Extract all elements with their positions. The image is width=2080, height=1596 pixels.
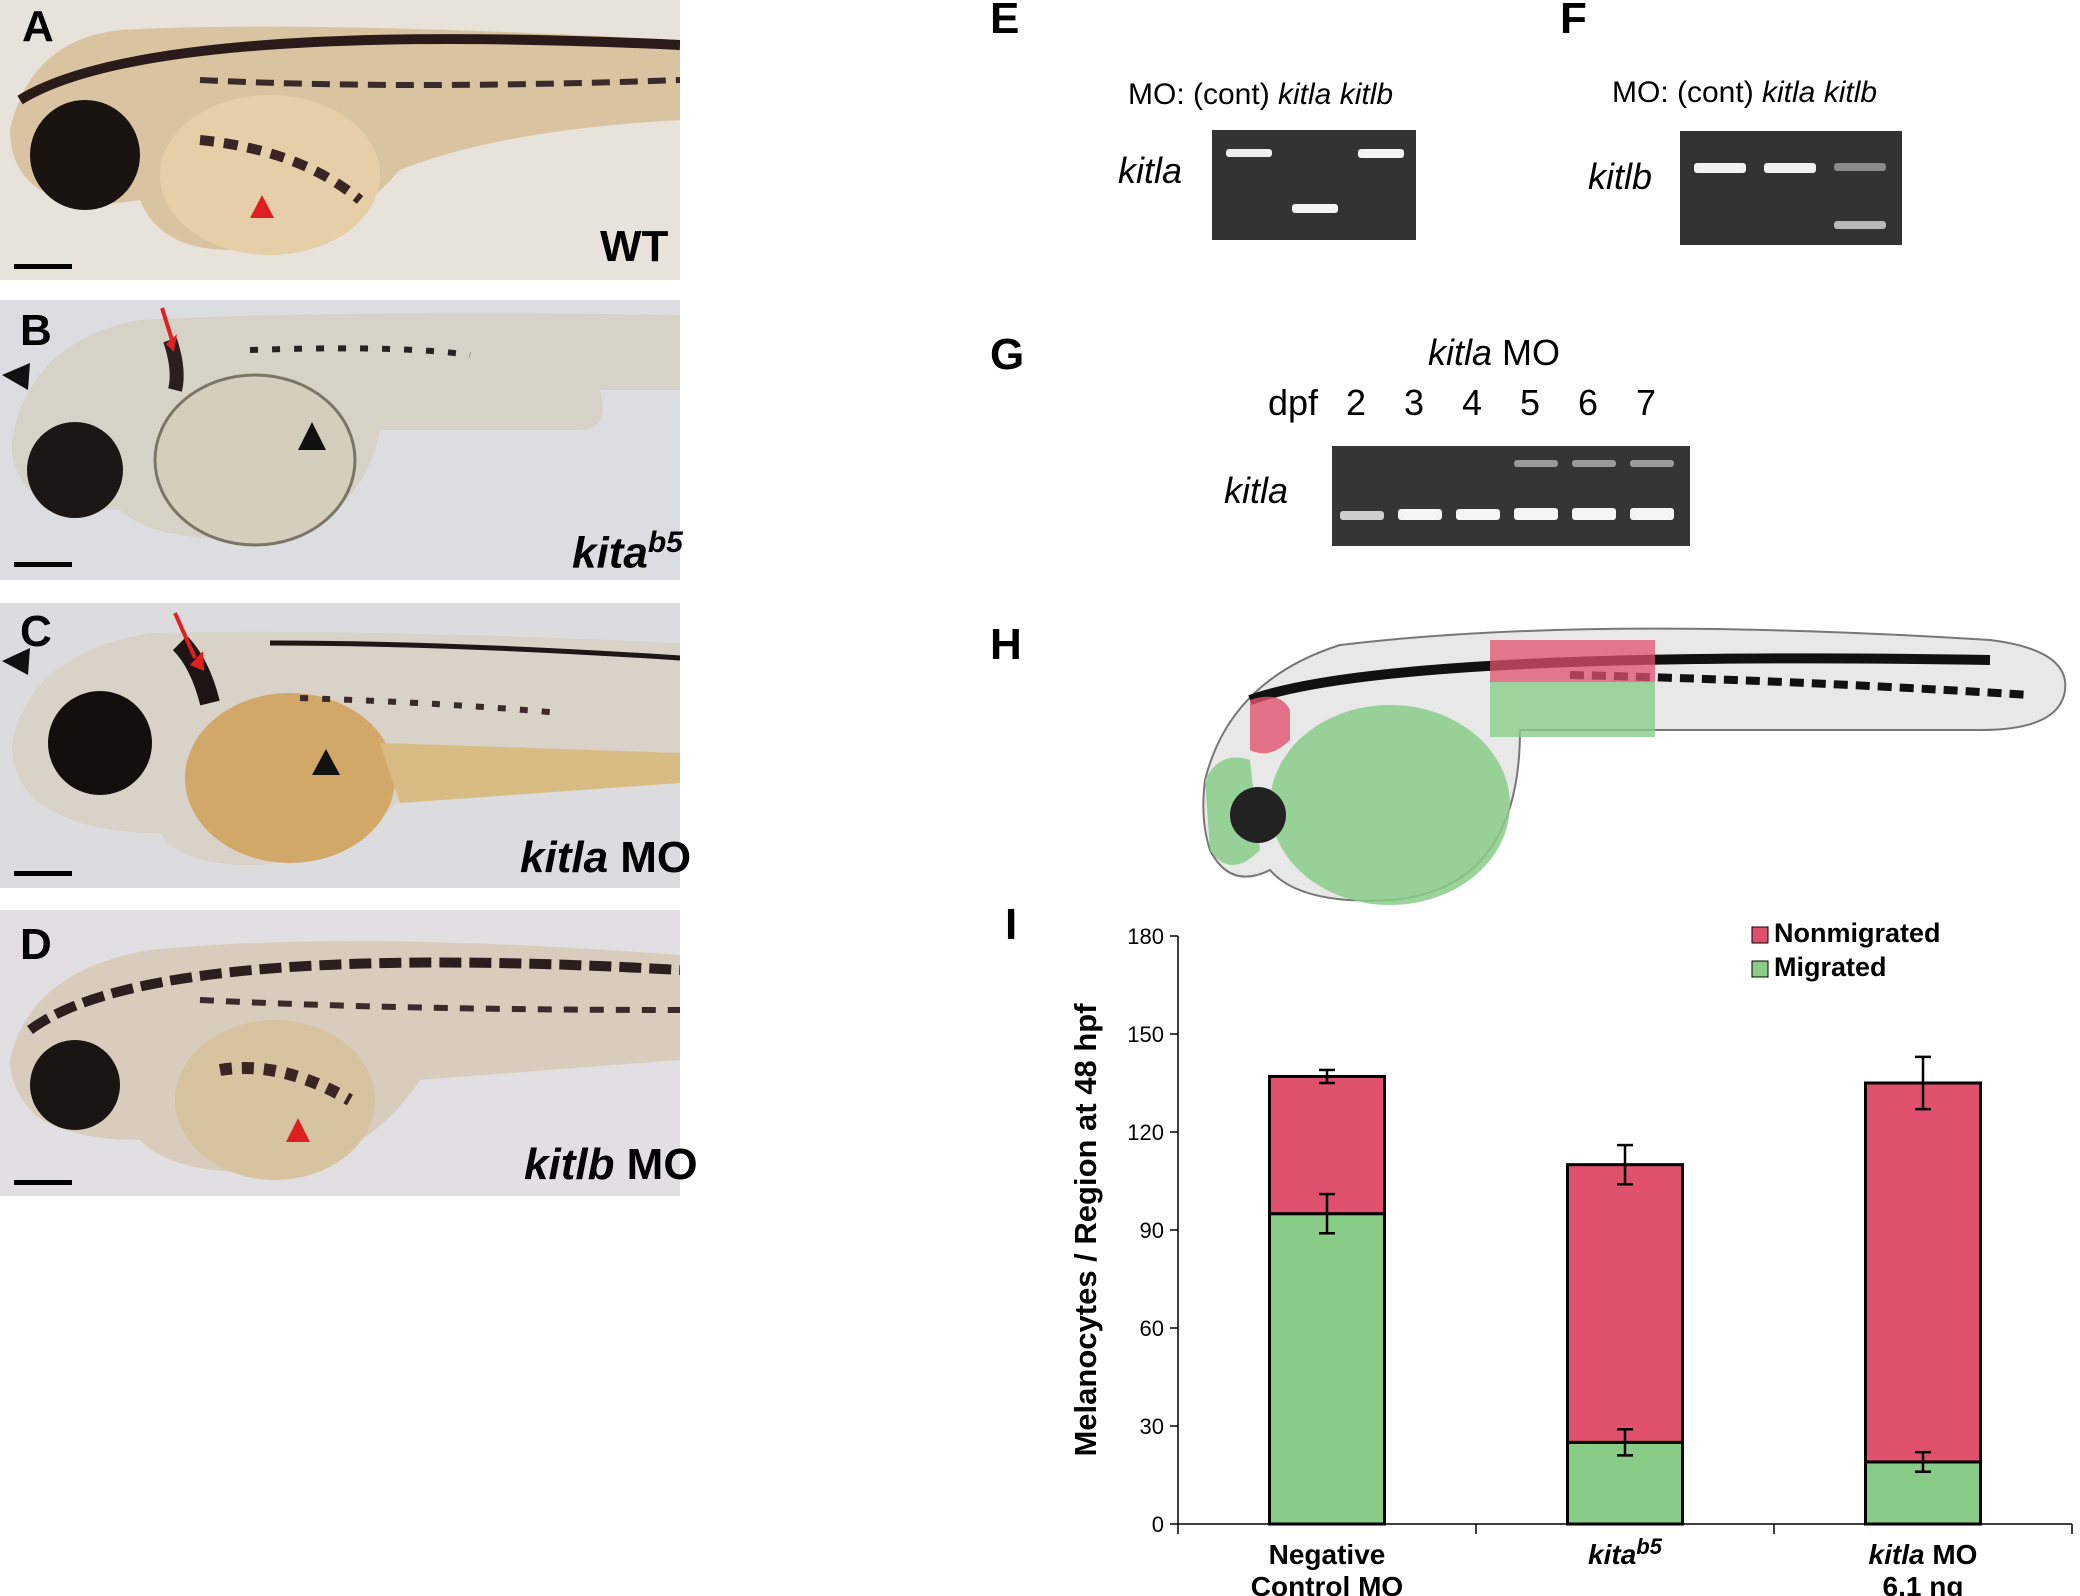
mo-header: MO: (cont) kitla kitlb: [1612, 76, 1877, 110]
y-axis-label: Melanocytes / Region at 48 hpf: [1068, 1003, 1103, 1457]
gel-row-label: kitla: [1118, 150, 1183, 191]
mo-a: kitla: [1762, 76, 1816, 109]
y-tick-label: 150: [1127, 1022, 1164, 1047]
day-label-2: 2: [1346, 382, 1367, 423]
mo-prefix: MO: (cont): [1128, 78, 1279, 111]
gel-image: [1332, 446, 1690, 546]
panel-b: B kitab5: [0, 300, 683, 580]
x-category-label: Negative: [1269, 1539, 1386, 1570]
genotype-rest: MO: [614, 1140, 698, 1189]
gel-row-label: kitlb: [1588, 156, 1653, 197]
red-arrowhead: [286, 1118, 310, 1142]
y-tick-label: 180: [1127, 924, 1164, 949]
legend-swatch: [1751, 960, 1769, 978]
panel-f: F MO: (cont) kitla kitlb kitlb: [1560, 0, 2040, 250]
black-arrowhead: [2, 648, 30, 675]
red-arrowhead: [166, 334, 177, 352]
scale-bar: [14, 562, 72, 567]
red-arrow: [160, 307, 174, 341]
panel-a: A WT: [0, 0, 680, 280]
panel-g: G kitla MO dpf 2 3 4 5 6 7 kitla: [990, 330, 1790, 560]
genotype-label: WT: [600, 222, 669, 271]
genotype-sup: b5: [647, 526, 683, 559]
panel-c: C kitla MO: [0, 603, 691, 888]
genotype-label: kitla MO: [520, 833, 691, 883]
day-label-6: 6: [1578, 382, 1599, 423]
legend-label: Nonmigrated: [1774, 918, 1941, 948]
panel-d: D kitlb MO: [0, 910, 698, 1196]
panel-b-fish-photo: [0, 300, 680, 580]
panel-label: D: [20, 920, 52, 969]
panel-label: G: [990, 330, 1025, 379]
mo-b: kitlb: [1339, 78, 1394, 111]
x-category-label: kitab5: [1588, 1534, 1663, 1570]
x-category-label: Control MO: [1251, 1571, 1403, 1596]
panel-label: H: [990, 620, 1022, 669]
x-category-label: kitla MO: [1869, 1539, 1978, 1570]
genotype-label: kitlb MO: [524, 1140, 698, 1190]
mo-prefix: MO: (cont): [1612, 76, 1763, 109]
panel-label: C: [20, 607, 52, 656]
panel-label: E: [990, 0, 1020, 43]
day-label-3: 3: [1404, 382, 1425, 423]
y-tick-label: 30: [1140, 1414, 1164, 1439]
gel-title-rest: MO: [1492, 332, 1561, 373]
black-arrowhead: [2, 363, 30, 390]
day-label-7: 7: [1636, 382, 1657, 423]
y-tick-label: 90: [1140, 1218, 1164, 1243]
mo-header: MO: (cont) kitla kitlb: [1128, 78, 1393, 112]
nonmigrated-head-region: [1250, 696, 1290, 754]
scale-bar: [14, 1180, 72, 1185]
genotype-rest: MO: [608, 833, 692, 882]
panel-label: I: [1005, 900, 1018, 949]
red-arrow: [173, 612, 197, 659]
day-label-4: 4: [1462, 382, 1483, 423]
bar-nonmigrated: [1566, 1163, 1684, 1444]
x-category-label: 6.1 ng: [1883, 1571, 1964, 1596]
day-label-5: 5: [1520, 382, 1541, 423]
bar-migrated: [1864, 1460, 1982, 1526]
stacked-bar-chart: 0 30 60 90 120 150 180 Melanocytes / Region at …: [1068, 918, 2073, 1596]
migrated-yolk-region: [1270, 705, 1510, 905]
panel-d-fish-photo: [0, 910, 680, 1196]
red-arrowhead: [190, 651, 204, 671]
panel-label: A: [22, 2, 54, 51]
panel-e: E MO: (cont) kitla kitlb kitla: [990, 0, 1470, 250]
y-tick-label: 0: [1152, 1512, 1164, 1537]
genotype-main: kita: [572, 528, 648, 578]
migrated-trunk-region: [1490, 682, 1655, 737]
y-tick-label: 60: [1140, 1316, 1164, 1341]
gel-title: kitla MO: [1428, 332, 1560, 374]
gel-image: [1212, 130, 1416, 240]
gel-title-italic: kitla: [1428, 332, 1493, 373]
y-tick-label: 120: [1127, 1120, 1164, 1145]
panel-label: F: [1560, 0, 1587, 43]
panel-label: B: [20, 306, 52, 355]
bar-migrated: [1268, 1212, 1386, 1526]
fish-region-diagram: [1202, 627, 2067, 905]
mo-b: kitlb: [1823, 76, 1878, 109]
panel-i: I 0 30 60 90 120 150 180 Melanocytes / Region a…: [990, 900, 2080, 1596]
scale-bar: [14, 264, 72, 269]
genotype-italic: kitla: [520, 833, 609, 882]
gel-image: [1680, 131, 1902, 245]
gel-row-label: kitla: [1224, 470, 1289, 511]
panel-h: H: [990, 620, 2080, 920]
black-arrowhead: [312, 749, 340, 775]
red-arrowhead: [250, 195, 274, 218]
genotype-italic: kitlb: [524, 1140, 615, 1189]
panel-a-fish-photo: [0, 0, 680, 280]
panel-c-fish-photo: [0, 603, 680, 888]
dpf-label: dpf: [1268, 382, 1319, 423]
black-arrowhead: [298, 422, 326, 450]
legend-swatch: [1751, 926, 1769, 944]
genotype-label: kitab5: [572, 526, 683, 579]
nonmigrated-trunk-region: [1490, 640, 1655, 682]
legend-label: Migrated: [1774, 952, 1887, 982]
mo-a: kitla: [1278, 78, 1332, 111]
scale-bar: [14, 871, 72, 876]
bar-nonmigrated: [1864, 1081, 1982, 1464]
bar-nonmigrated: [1268, 1074, 1386, 1216]
